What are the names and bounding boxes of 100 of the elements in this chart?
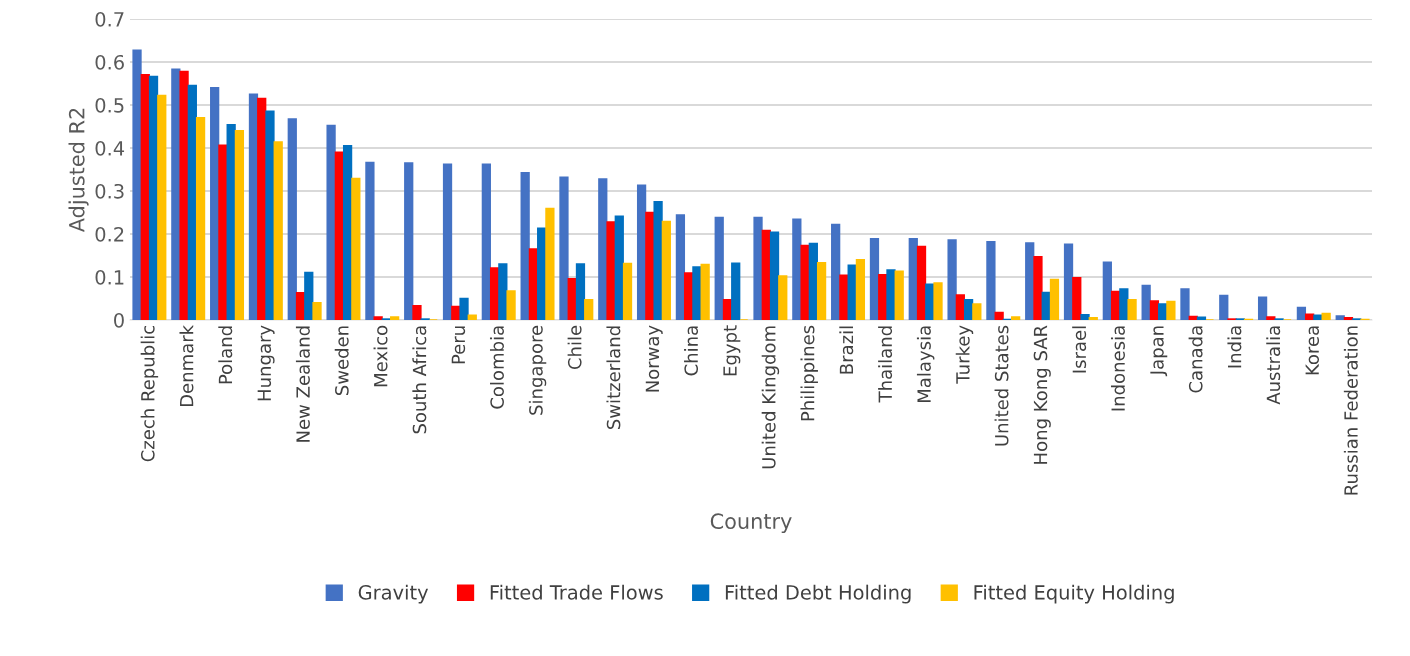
bar [390,316,400,320]
bar [218,144,228,320]
x-tick-label: Denmark [179,324,194,407]
bar [1011,316,1021,320]
y-tick-label: 0.5 [95,97,124,113]
x-tick-label: Egypt [723,325,741,376]
bar [273,141,283,320]
bar [714,216,724,320]
x-tick-label: United States [994,325,1009,446]
bar [933,282,943,320]
bar [869,237,880,320]
bar [816,261,827,320]
legend-label: Fitted Debt Holding [725,584,911,604]
bar [287,118,297,320]
bar [1219,294,1229,320]
bar [1180,288,1190,320]
y-tick-label: 0.6 [95,54,124,70]
y-axis-title: Adjusted R2 [68,108,89,233]
x-tick-label: Brazil [839,326,854,374]
bar [481,163,491,320]
bar [839,274,849,320]
y-tick-label: 0.2 [95,226,124,242]
x-tick-label: Peru [451,326,466,364]
y-tick-label: 0 [114,312,124,328]
x-tick-label: Sweden [334,326,349,396]
bar [1266,316,1276,320]
bar [498,263,508,320]
legend-label: Fitted Equity Holding [974,584,1174,604]
y-tick-label: 0.4 [95,140,125,156]
bar [559,176,569,320]
bar [520,172,530,320]
bar [575,263,586,320]
x-axis-title: Country [710,513,792,534]
bar [506,290,516,320]
bar [304,271,314,320]
bar [1343,317,1354,320]
bar [994,311,1004,320]
bar [831,223,841,320]
x-tick-label: Czech Republic [140,325,159,462]
bar [404,162,414,320]
x-tick-label: United Kingdom [761,326,780,469]
bar [157,94,167,320]
bar [886,269,896,320]
bar [234,129,245,320]
bar [598,178,608,320]
bar [614,215,624,320]
x-tick-label: India [1227,326,1242,368]
bar [195,117,206,320]
bar [700,263,710,320]
bar [467,314,477,320]
bar [692,266,702,320]
x-tick-label: Hong Kong SAR [1033,325,1051,464]
x-tick-label: China [684,326,699,376]
x-tick-label: Chile [567,325,582,370]
x-tick-label: Colombia [489,326,504,409]
bar [1166,300,1176,320]
bar [1080,314,1090,320]
bar [1257,296,1268,320]
bar [769,231,780,320]
bar [675,214,686,320]
x-tick-label: Japan [1150,326,1168,377]
y-tick-label: 0.1 [95,269,124,285]
x-tick-label: Singapore [528,325,547,415]
x-tick-label: Turkey [955,325,974,384]
bar [326,124,336,320]
bar [622,262,633,320]
bar [1313,314,1323,320]
bar [986,240,996,320]
bar [800,244,810,320]
bar [955,294,965,320]
bar [545,207,555,320]
bar [1033,255,1043,320]
bar [1296,306,1307,320]
bar [132,49,142,320]
bar [661,220,671,320]
x-tick-label: Russian Federation [1343,326,1358,495]
x-tick-label: Hungary [257,325,275,401]
bar [584,298,594,320]
x-tick-label: Switzerland [606,326,621,429]
bar [753,216,763,320]
x-tick-label: Philippines [800,325,818,421]
y-tick-label: 0.7 [95,11,124,27]
bar [351,177,361,320]
bar [1088,317,1098,320]
bar [1119,288,1129,320]
bar [972,303,982,320]
bar [653,200,663,320]
bar [1149,300,1160,320]
y-tick-label: 0.3 [95,183,124,199]
x-tick-label: Thailand [878,326,893,403]
bar [1072,277,1082,320]
x-tick-label: Australia [1266,326,1281,405]
bar [606,221,616,320]
bar [1049,278,1060,320]
bar [894,270,904,320]
bar [373,316,383,320]
bar [412,304,422,320]
x-tick-label: South Africa [412,326,427,434]
x-tick-label: Korea [1305,326,1320,375]
bar [1321,312,1331,320]
